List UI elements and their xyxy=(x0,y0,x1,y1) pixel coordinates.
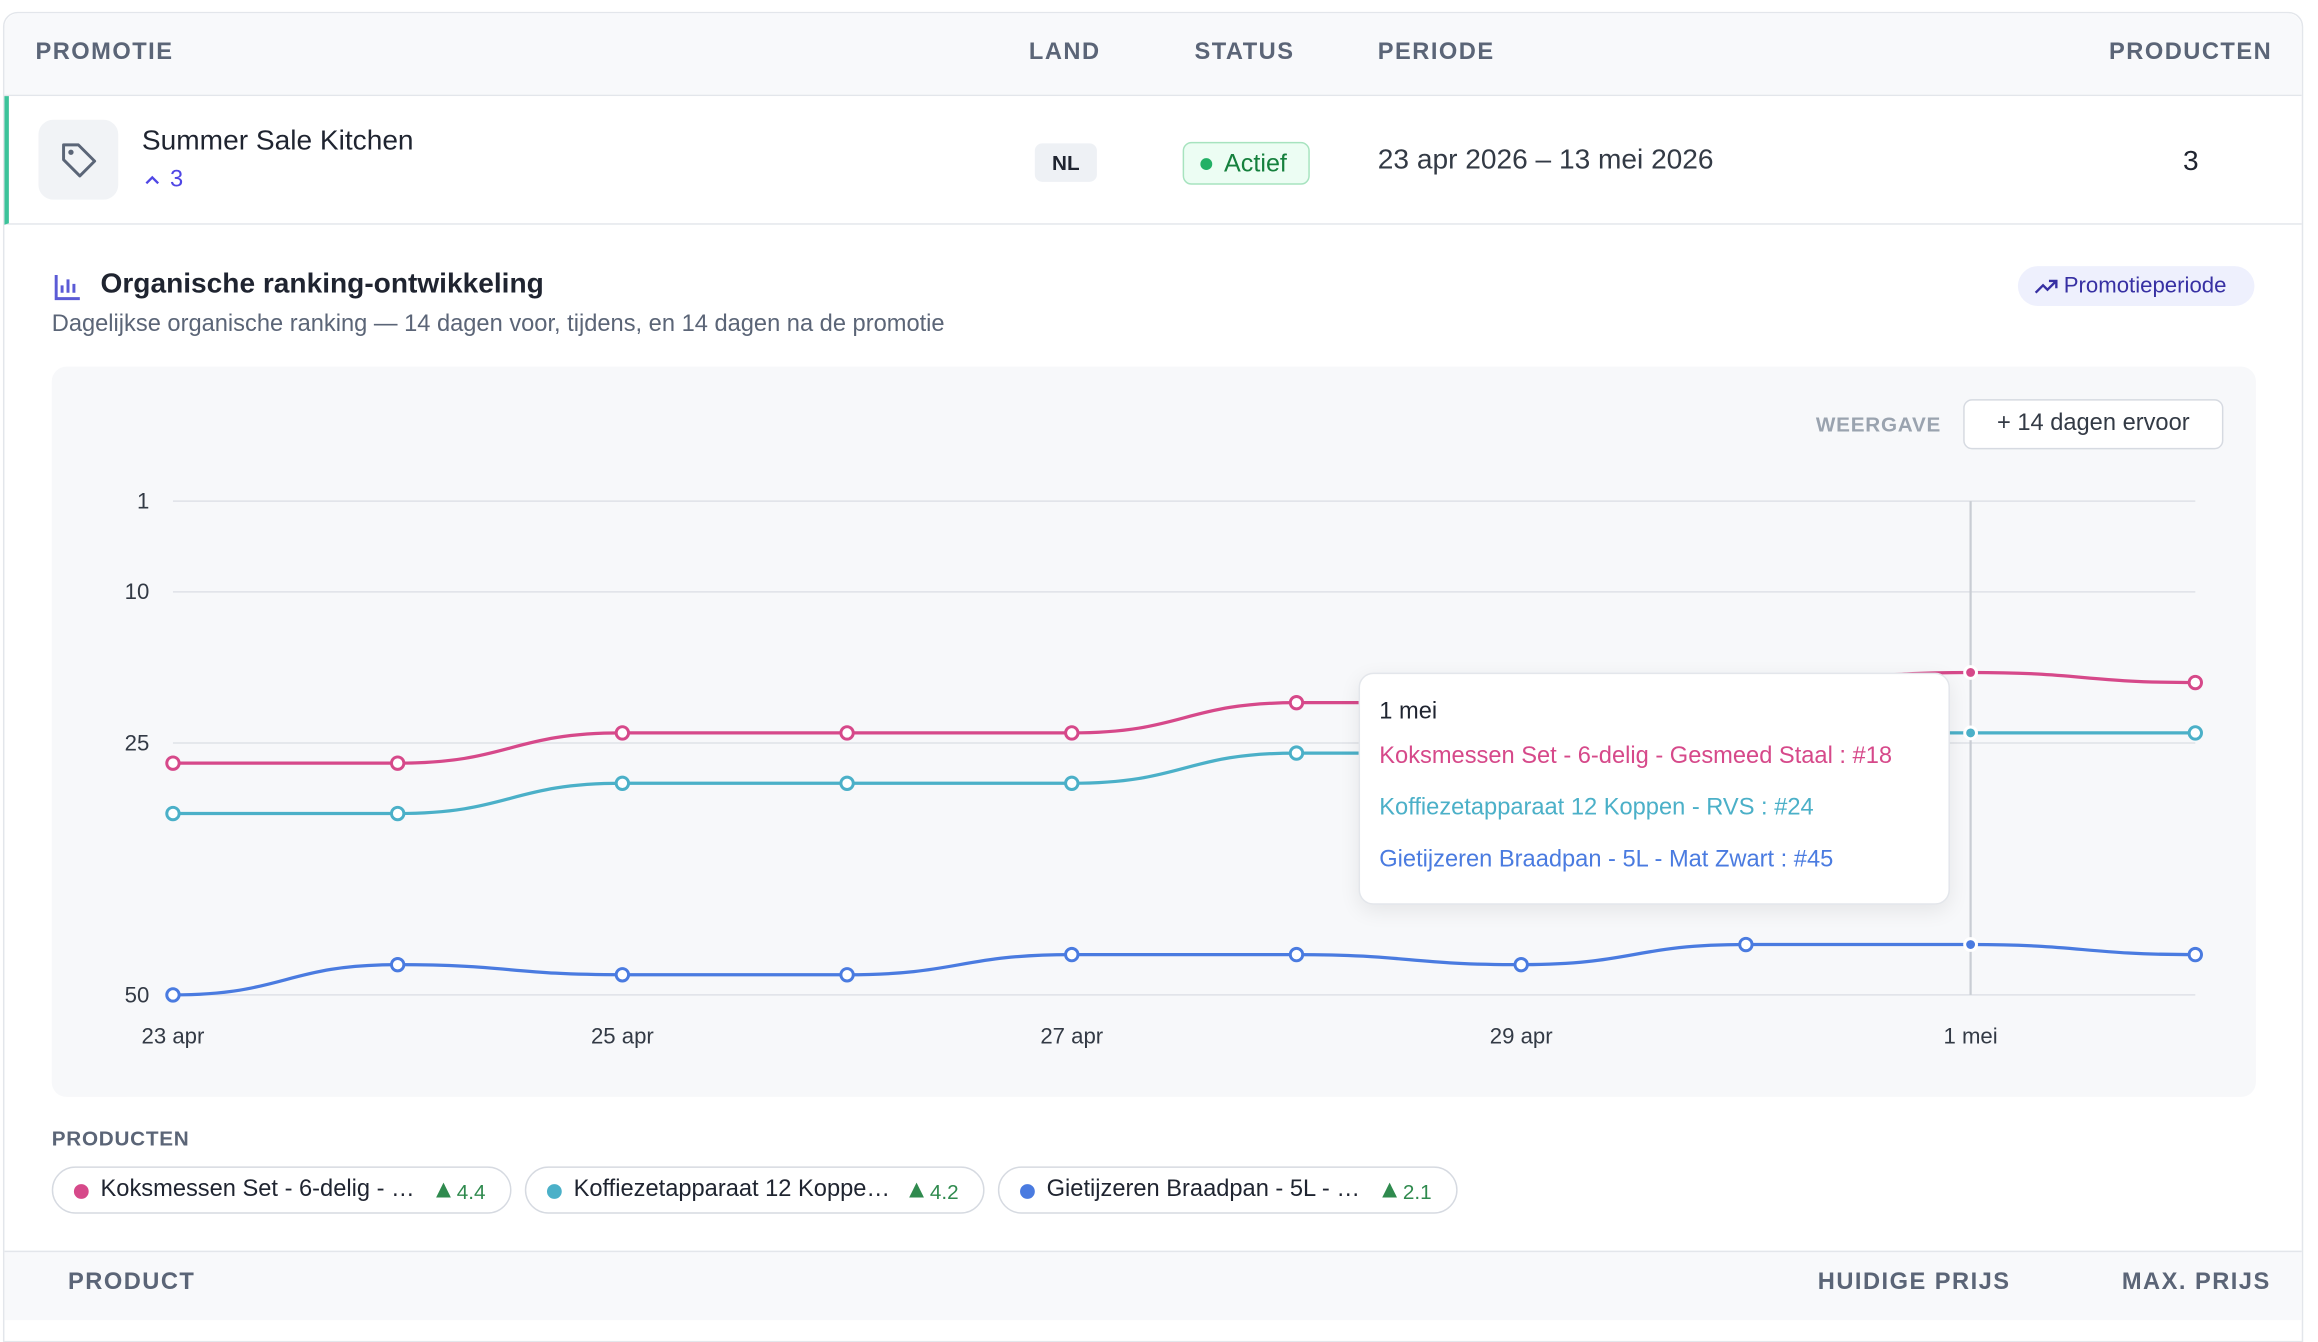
x-tick-label: 25 apr xyxy=(591,1024,654,1049)
data-point xyxy=(839,775,855,791)
tag-icon xyxy=(62,143,97,178)
legend-name: Koksmessen Set - 6-delig - Gesmeed Staal xyxy=(100,1176,423,1202)
column-header: STATUS xyxy=(1194,39,1295,66)
expand-count[interactable]: 3 xyxy=(170,167,184,193)
promo-badge: Promotieperiode xyxy=(2017,266,2255,307)
legend-delta: 4.4 xyxy=(456,1179,486,1204)
x-tick-label: 1 mei xyxy=(1944,1024,1998,1049)
data-point xyxy=(839,967,855,983)
data-point xyxy=(389,805,406,822)
tooltip-line: Koksmessen Set - 6-delig - Gesmeed Staal… xyxy=(1379,743,1893,769)
tag-icon-box xyxy=(38,119,119,200)
data-point xyxy=(1288,745,1305,761)
section-title: Organische ranking-ontwikkeling xyxy=(100,269,544,301)
chart-icon xyxy=(54,274,80,301)
tooltip-title: 1 mei xyxy=(1379,699,1438,725)
data-point xyxy=(1963,665,1978,680)
status-text: Actief xyxy=(1224,149,1287,178)
legend-delta: 4.2 xyxy=(929,1179,959,1204)
data-point xyxy=(839,725,855,741)
products-label: PRODUCTEN xyxy=(51,1126,190,1151)
up-icon xyxy=(436,1182,451,1198)
series-line xyxy=(172,942,2196,997)
data-point xyxy=(1738,936,1754,953)
data-point xyxy=(1513,956,1529,973)
data-point xyxy=(614,967,631,983)
tooltip-line: Gietijzeren Braadpan - 5L - Mat Zwart : … xyxy=(1379,847,1834,873)
product-count: 3 xyxy=(2183,146,2199,178)
data-point xyxy=(1064,725,1080,741)
status-badge: Actief xyxy=(1182,141,1310,185)
data-point xyxy=(2187,725,2203,741)
tooltip: 1 mei Koksmessen Set - 6-delig - Gesmeed… xyxy=(1358,672,1950,905)
legend-dot xyxy=(1020,1184,1035,1199)
data-point xyxy=(389,956,406,973)
table-header xyxy=(4,13,2302,97)
x-tick-label: 23 apr xyxy=(142,1024,205,1049)
legend-dot xyxy=(546,1184,562,1199)
data-point xyxy=(1963,937,1978,952)
data-point xyxy=(614,725,631,741)
country-badge: NL xyxy=(1034,143,1097,182)
y-tick-label: 1 xyxy=(137,489,149,514)
view-label: WEERGAVE xyxy=(1815,412,1942,437)
data-point xyxy=(165,755,181,771)
x-tick-label: 29 apr xyxy=(1490,1024,1553,1049)
column-header: HUIDIGE PRIJS xyxy=(1817,1269,2011,1296)
promo-badge-text: Promotieperiode xyxy=(2063,273,2227,299)
product-table-header xyxy=(4,1250,2302,1321)
data-point xyxy=(165,987,181,1003)
data-point xyxy=(1064,946,1080,963)
data-point xyxy=(614,775,631,791)
column-header: PRODUCTEN xyxy=(2109,39,2273,66)
view-button[interactable]: + 14 dagen ervoor xyxy=(1963,399,2224,450)
data-point xyxy=(2187,946,2203,963)
section-subtitle: Dagelijkse organische ranking — 14 dagen… xyxy=(51,311,945,338)
column-header: LAND xyxy=(1028,39,1101,66)
legend-name: Gietijzeren Braadpan - 5L - Mat Zwart xyxy=(1046,1176,1369,1202)
column-header: PROMOTIE xyxy=(35,39,174,66)
data-point xyxy=(2187,674,2203,691)
legend-name: Koffiezetapparaat 12 Koppen - RVS xyxy=(573,1176,896,1202)
data-point xyxy=(165,805,181,822)
y-tick-label: 25 xyxy=(125,730,150,755)
legend-chip[interactable]: Koksmessen Set - 6-delig - Gesmeed Staal… xyxy=(51,1166,512,1214)
column-header: PRODUCT xyxy=(68,1269,196,1296)
period: 23 apr 2026 – 13 mei 2026 xyxy=(1377,144,1714,176)
data-point xyxy=(1963,725,1978,741)
y-tick-label: 50 xyxy=(125,982,150,1007)
legend-chip[interactable]: Koffiezetapparaat 12 Koppen - RVS 4.2 xyxy=(524,1166,985,1214)
promotion-row[interactable] xyxy=(4,96,2302,225)
column-header: MAX. PRIJS xyxy=(2121,1269,2271,1296)
promotion-name: Summer Sale Kitchen xyxy=(141,125,414,157)
legend-delta: 2.1 xyxy=(1402,1179,1432,1204)
data-point xyxy=(1288,946,1305,963)
data-point xyxy=(389,755,406,771)
x-tick-label: 27 apr xyxy=(1040,1024,1103,1049)
legend-chip[interactable]: Gietijzeren Braadpan - 5L - Mat Zwart 2.1 xyxy=(997,1166,1458,1214)
data-point xyxy=(1064,775,1080,791)
chevron-icon[interactable] xyxy=(143,171,161,189)
tooltip-line: Koffiezetapparaat 12 Koppen - RVS : #24 xyxy=(1379,795,1814,821)
data-point xyxy=(1288,694,1305,711)
up-icon xyxy=(1382,1182,1398,1198)
legend-dot xyxy=(73,1184,89,1199)
y-tick-label: 10 xyxy=(125,579,150,604)
up-icon xyxy=(909,1182,924,1198)
column-header: PERIODE xyxy=(1377,39,1495,66)
